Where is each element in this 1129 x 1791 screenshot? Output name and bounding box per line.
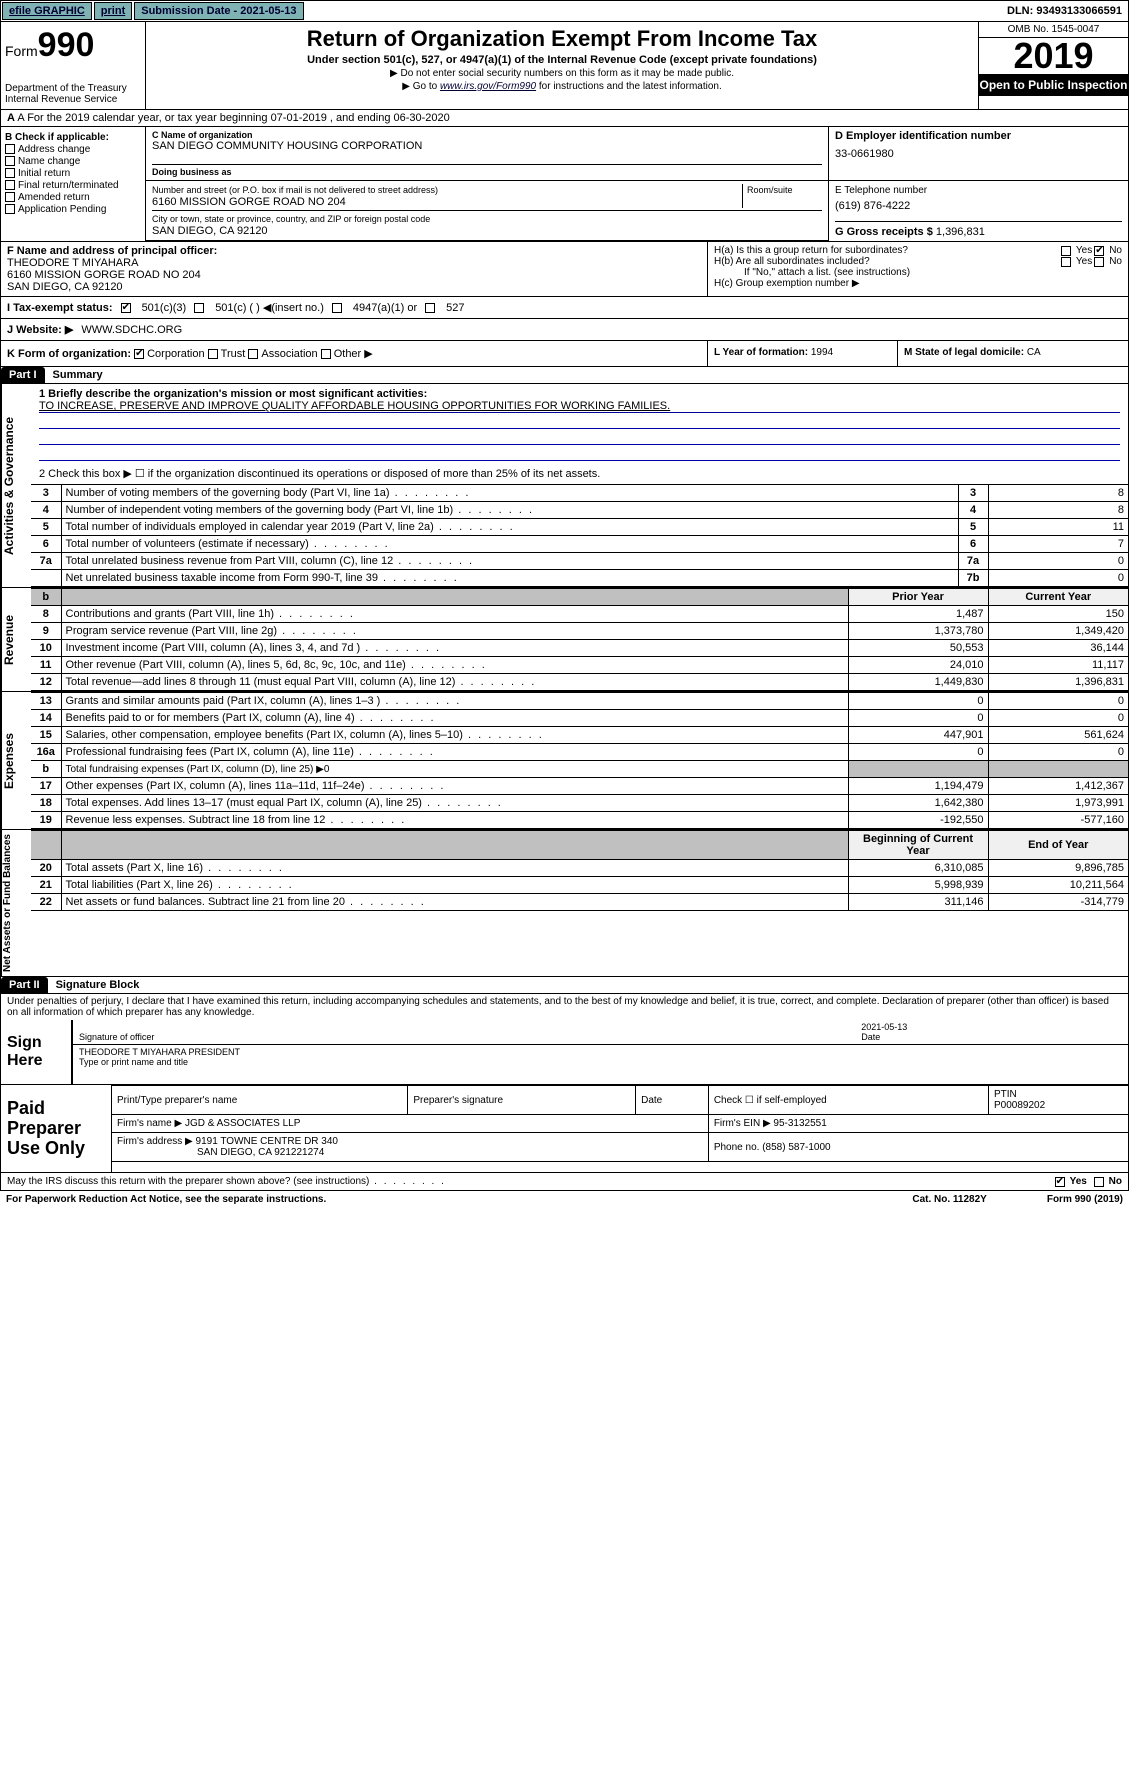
form-note-1: ▶ Do not enter social security numbers o… (150, 68, 974, 79)
phone: (619) 876-4222 (835, 200, 1122, 212)
governance-side-label: Activities & Governance (1, 384, 31, 587)
revenue-table: bPrior YearCurrent Year 8Contributions a… (31, 588, 1128, 691)
ha-yes[interactable] (1061, 246, 1071, 256)
chk-trust[interactable] (208, 349, 218, 359)
row-a: A A For the 2019 calendar year, or tax y… (0, 110, 1129, 127)
website-row: J Website: ▶ WWW.SDCHC.ORG (0, 319, 1129, 341)
firm-addr: 9191 TOWNE CENTRE DR 340 (196, 1136, 338, 1147)
efile-link[interactable]: efile GRAPHIC (2, 2, 92, 20)
chk-amended[interactable] (5, 192, 15, 202)
hb-yes[interactable] (1061, 257, 1071, 267)
chk-4947[interactable] (332, 303, 342, 313)
city-state-zip: SAN DIEGO, CA 92120 (152, 225, 268, 237)
line-2: 2 Check this box ▶ ☐ if the organization… (39, 467, 1120, 480)
sign-here-label: Sign Here (1, 1020, 71, 1084)
street-address: 6160 MISSION GORGE ROAD NO 204 (152, 196, 346, 208)
officer-name: THEODORE T MIYAHARA (7, 257, 701, 269)
submission-date: Submission Date - 2021-05-13 (134, 2, 303, 20)
expenses-table: 13Grants and similar amounts paid (Part … (31, 692, 1128, 829)
chk-501c[interactable] (194, 303, 204, 313)
box-b-label: B Check if applicable: (5, 132, 109, 143)
revenue-section: Revenue bPrior YearCurrent Year 8Contrib… (0, 588, 1129, 692)
officer-block: F Name and address of principal officer:… (1, 242, 708, 296)
irs-link[interactable]: www.irs.gov/Form990 (440, 81, 536, 92)
chk-assoc[interactable] (248, 349, 258, 359)
chk-other[interactable] (321, 349, 331, 359)
top-bar: efile GRAPHIC print Submission Date - 20… (0, 0, 1129, 22)
officer-typed-name: THEODORE T MIYAHARA PRESIDENT (79, 1047, 240, 1057)
revenue-side-label: Revenue (1, 588, 31, 691)
ptin: P00089202 (994, 1100, 1045, 1111)
tax-year: 2019 (979, 38, 1128, 74)
chk-app-pending[interactable] (5, 204, 15, 214)
phone-gross-block: E Telephone number (619) 876-4222 G Gros… (828, 181, 1128, 241)
header-left: Form990 Department of the Treasury Inter… (1, 22, 146, 109)
h-block: H(a) Is this a group return for subordin… (708, 242, 1128, 296)
chk-final-return[interactable] (5, 180, 15, 190)
address-block: Number and street (or P.O. box if mail i… (146, 181, 828, 241)
chk-name-change[interactable] (5, 156, 15, 166)
firm-ein: 95-3132551 (773, 1118, 826, 1129)
gross-receipts: 1,396,831 (936, 226, 985, 238)
mission-text: TO INCREASE, PRESERVE AND IMPROVE QUALIT… (39, 400, 1120, 413)
firm-name: JGD & ASSOCIATES LLP (185, 1118, 300, 1129)
paid-preparer-section: Paid Preparer Use Only Print/Type prepar… (0, 1085, 1129, 1173)
k-box: K Form of organization: Corporation Trus… (1, 341, 708, 366)
dln: DLN: 93493133066591 (1001, 3, 1128, 19)
netassets-side-label: Net Assets or Fund Balances (1, 830, 31, 976)
firm-phone: (858) 587-1000 (762, 1142, 830, 1153)
ein-value: 33-0661980 (835, 148, 1122, 160)
klm-row: K Form of organization: Corporation Trus… (0, 341, 1129, 367)
expenses-section: Expenses 13Grants and similar amounts pa… (0, 692, 1129, 830)
sign-date: 2021-05-13 (861, 1022, 907, 1032)
form-title: Return of Organization Exempt From Incom… (150, 26, 974, 52)
header-mid: Return of Organization Exempt From Incom… (146, 22, 978, 109)
chk-501c3[interactable] (121, 303, 131, 313)
paid-preparer-label: Paid Preparer Use Only (1, 1085, 111, 1172)
chk-address-change[interactable] (5, 144, 15, 154)
website-url: WWW.SDCHC.ORG (81, 324, 182, 336)
hb-no[interactable] (1094, 257, 1104, 267)
governance-section: Activities & Governance 1 Briefly descri… (0, 384, 1129, 588)
governance-table: 3Number of voting members of the governi… (31, 484, 1128, 587)
cat-no: Cat. No. 11282Y (912, 1194, 986, 1205)
netassets-table: Beginning of Current YearEnd of Year 20T… (31, 830, 1128, 911)
form-number: 990 (38, 26, 95, 64)
netassets-section: Net Assets or Fund Balances Beginning of… (0, 830, 1129, 977)
org-name: SAN DIEGO COMMUNITY HOUSING CORPORATION (152, 140, 822, 152)
box-b: B Check if applicable: Address change Na… (1, 127, 146, 241)
dept-treasury: Department of the Treasury Internal Reve… (5, 83, 141, 105)
form-header: Form990 Department of the Treasury Inter… (0, 22, 1129, 110)
box-cd: C Name of organization SAN DIEGO COMMUNI… (146, 127, 1128, 241)
discuss-yes[interactable] (1055, 1177, 1065, 1187)
perjury-text: Under penalties of perjury, I declare th… (0, 994, 1129, 1020)
org-info-block: B Check if applicable: Address change Na… (0, 127, 1129, 242)
chk-527[interactable] (425, 303, 435, 313)
ha-no[interactable] (1094, 246, 1104, 256)
mission-label: 1 Briefly describe the organization's mi… (39, 388, 427, 400)
header-right: OMB No. 1545-0047 2019 Open to Public In… (978, 22, 1128, 109)
tax-status-row: I Tax-exempt status: 501(c)(3) 501(c) ( … (0, 297, 1129, 319)
ein-block: D Employer identification number 33-0661… (828, 127, 1128, 181)
discuss-row: May the IRS discuss this return with the… (0, 1173, 1129, 1191)
form-note-2: ▶ Go to www.irs.gov/Form990 for instruct… (150, 81, 974, 92)
chk-initial-return[interactable] (5, 168, 15, 178)
print-link[interactable]: print (94, 2, 132, 20)
org-name-block: C Name of organization SAN DIEGO COMMUNI… (146, 127, 828, 181)
sign-here-section: Sign Here Signature of officer 2021-05-1… (0, 1020, 1129, 1085)
discuss-no[interactable] (1094, 1177, 1104, 1187)
l-box: L Year of formation: 1994 (708, 341, 898, 366)
hc-label: H(c) Group exemption number ▶ (714, 278, 1122, 289)
form-subtitle: Under section 501(c), 527, or 4947(a)(1)… (150, 54, 974, 66)
expenses-side-label: Expenses (1, 692, 31, 829)
part2-header: Part II Signature Block (0, 977, 1129, 994)
chk-corp[interactable] (134, 349, 144, 359)
dba-label: Doing business as (152, 164, 822, 177)
open-public: Open to Public Inspection (979, 74, 1128, 96)
form-prefix: Form (5, 43, 38, 59)
fh-row: F Name and address of principal officer:… (0, 242, 1129, 297)
footer: For Paperwork Reduction Act Notice, see … (0, 1191, 1129, 1208)
m-box: M State of legal domicile: CA (898, 341, 1128, 366)
part1-header: Part I Summary (0, 367, 1129, 384)
